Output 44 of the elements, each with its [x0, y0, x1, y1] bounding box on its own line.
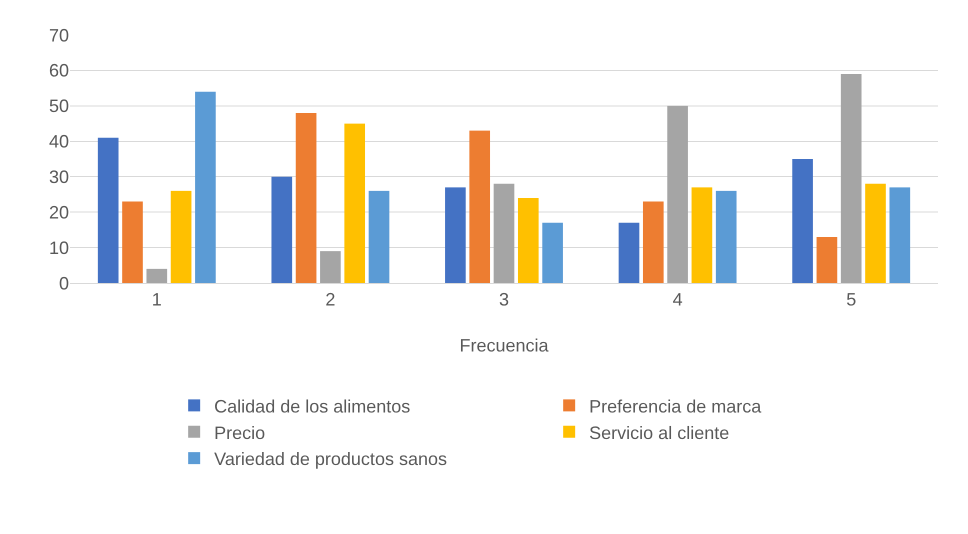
- bar: [840, 74, 862, 283]
- y-tick-label: 50: [48, 96, 69, 116]
- y-tick-label: 40: [48, 132, 69, 152]
- x-tick-label: 1: [152, 290, 162, 310]
- bar: [865, 184, 886, 283]
- y-tick-label: 30: [48, 167, 69, 188]
- bar: [667, 106, 688, 283]
- bar: [344, 124, 366, 283]
- bar: [716, 190, 737, 283]
- bar: [469, 130, 490, 283]
- x-tick-label: 2: [325, 290, 336, 310]
- legend-label: Variedad de productos sanos: [214, 449, 447, 470]
- bar: [195, 92, 216, 283]
- x-tick-label: 5: [846, 290, 856, 310]
- bar: [642, 202, 664, 283]
- bar: [445, 187, 466, 283]
- bar: [368, 190, 390, 283]
- legend-label: Precio: [214, 422, 266, 443]
- bar: [542, 222, 563, 283]
- y-tick-label: 60: [48, 60, 69, 81]
- bar: [692, 187, 712, 283]
- bar: [170, 190, 192, 283]
- y-tick-label: 20: [48, 202, 69, 222]
- x-tick-label: 4: [672, 290, 683, 310]
- bar: [122, 202, 143, 283]
- legend-label: Servicio al cliente: [589, 422, 730, 443]
- x-tick-label: 3: [498, 290, 510, 310]
- bar: [494, 184, 514, 283]
- legend-label: Preferencia de marca: [589, 396, 762, 416]
- bar: [816, 236, 838, 283]
- bar: [98, 138, 119, 283]
- bar: [889, 187, 910, 283]
- y-tick-label: 70: [48, 25, 69, 46]
- bar: [320, 251, 341, 283]
- y-tick-label: 10: [48, 238, 69, 258]
- y-tick-label: 0: [58, 273, 69, 294]
- bar: [271, 176, 292, 283]
- x-axis-title: Frecuencia: [459, 336, 550, 356]
- bar: [518, 198, 539, 283]
- legend-label: Calidad de los alimentos: [214, 396, 410, 416]
- bar: [296, 112, 316, 283]
- bar: [792, 159, 813, 283]
- bar: [146, 268, 168, 283]
- bar: [618, 222, 640, 283]
